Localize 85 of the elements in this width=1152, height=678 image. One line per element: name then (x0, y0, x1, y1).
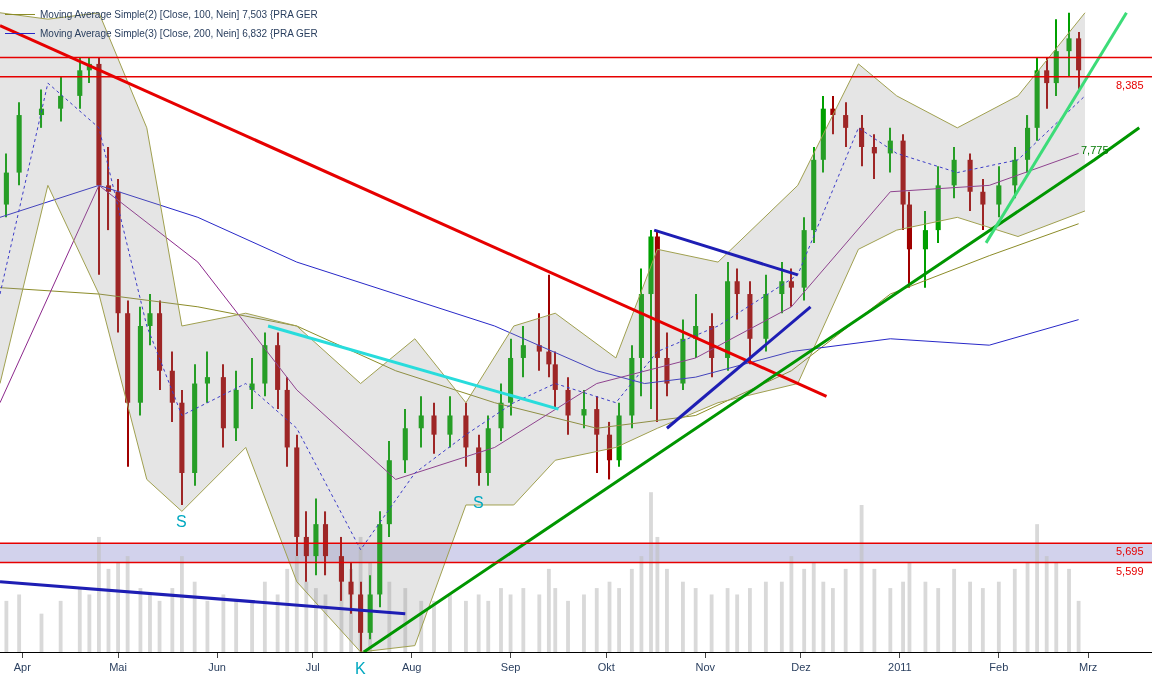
legend-label: Moving Average Simple(2) [Close, 100, Nein] 7,503 {PRA GER (40, 9, 318, 21)
x-tick-label: Mrz (1079, 661, 1098, 674)
bar (936, 588, 941, 652)
x-tick-label: Dez (791, 661, 811, 674)
annotation: K (355, 660, 366, 677)
bar (463, 600, 468, 652)
bar (748, 588, 752, 652)
bar (170, 588, 175, 652)
bar (192, 581, 197, 652)
bar (594, 588, 599, 652)
bar (968, 581, 973, 652)
x-tick-label: 2011 (888, 661, 912, 674)
bar (709, 594, 714, 652)
bar (537, 594, 542, 652)
bar (830, 588, 835, 652)
bar (1076, 600, 1081, 652)
bar (629, 568, 634, 652)
bar (821, 581, 826, 652)
x-tick-label: Mai (109, 661, 127, 674)
bar (476, 594, 481, 652)
annotation: S (473, 494, 484, 511)
bar (448, 594, 452, 652)
bar (888, 588, 893, 652)
annotation: 5,695 (1116, 545, 1144, 557)
bar (4, 600, 9, 652)
bar (779, 581, 784, 652)
annotation: 8,385 (1116, 79, 1144, 91)
bar (811, 562, 816, 652)
bar (116, 562, 120, 652)
bar (996, 581, 1001, 652)
bar (77, 588, 82, 652)
bar (735, 594, 740, 652)
x-tick-label: Nov (695, 661, 716, 674)
x-tick-label: Sep (500, 661, 521, 674)
bar (275, 594, 280, 652)
bar (262, 581, 267, 652)
bar (843, 568, 848, 652)
bar (546, 568, 551, 652)
bar (553, 588, 558, 652)
x-tick-label: Jul (305, 661, 320, 674)
bar (148, 594, 152, 652)
bar (952, 568, 957, 652)
bar (980, 588, 985, 652)
x-tick-label: Jun (208, 661, 226, 674)
bar (901, 581, 906, 652)
bar (617, 588, 621, 652)
bar (87, 594, 92, 652)
x-tick-label: Aug (401, 661, 422, 674)
bar (566, 600, 570, 652)
bar (221, 594, 226, 652)
bar (486, 600, 491, 652)
bar (17, 594, 22, 652)
bar (680, 581, 685, 652)
bar (508, 594, 513, 652)
bar (1035, 524, 1040, 652)
bar (1012, 568, 1017, 652)
bar (521, 588, 526, 652)
bar (649, 492, 653, 652)
annotation: 5,599 (1116, 565, 1144, 577)
bar (802, 568, 807, 652)
bar (1067, 568, 1071, 652)
bar (1054, 562, 1059, 652)
x-tick-label: Feb (989, 661, 1009, 674)
bar (665, 568, 669, 652)
bar (97, 536, 101, 652)
bar (789, 556, 794, 652)
bar (499, 588, 503, 652)
bar (179, 556, 184, 652)
bar (58, 600, 63, 652)
bar (582, 594, 586, 652)
bar (693, 588, 698, 652)
bar (234, 600, 239, 652)
x-tick-label: Okt (597, 661, 615, 674)
bar (655, 536, 660, 652)
legend-label: Moving Average Simple(3) [Close, 200, Nein] 6,832 {PRA GER (40, 28, 318, 40)
bar (1044, 556, 1049, 652)
bar (250, 600, 255, 652)
annotation: S (176, 513, 187, 530)
bar (859, 504, 864, 652)
bar (763, 581, 768, 652)
bar (872, 568, 877, 652)
bar (125, 556, 130, 652)
bar (432, 600, 436, 652)
bar (285, 568, 290, 652)
x-tick-label: Apr (13, 661, 32, 674)
